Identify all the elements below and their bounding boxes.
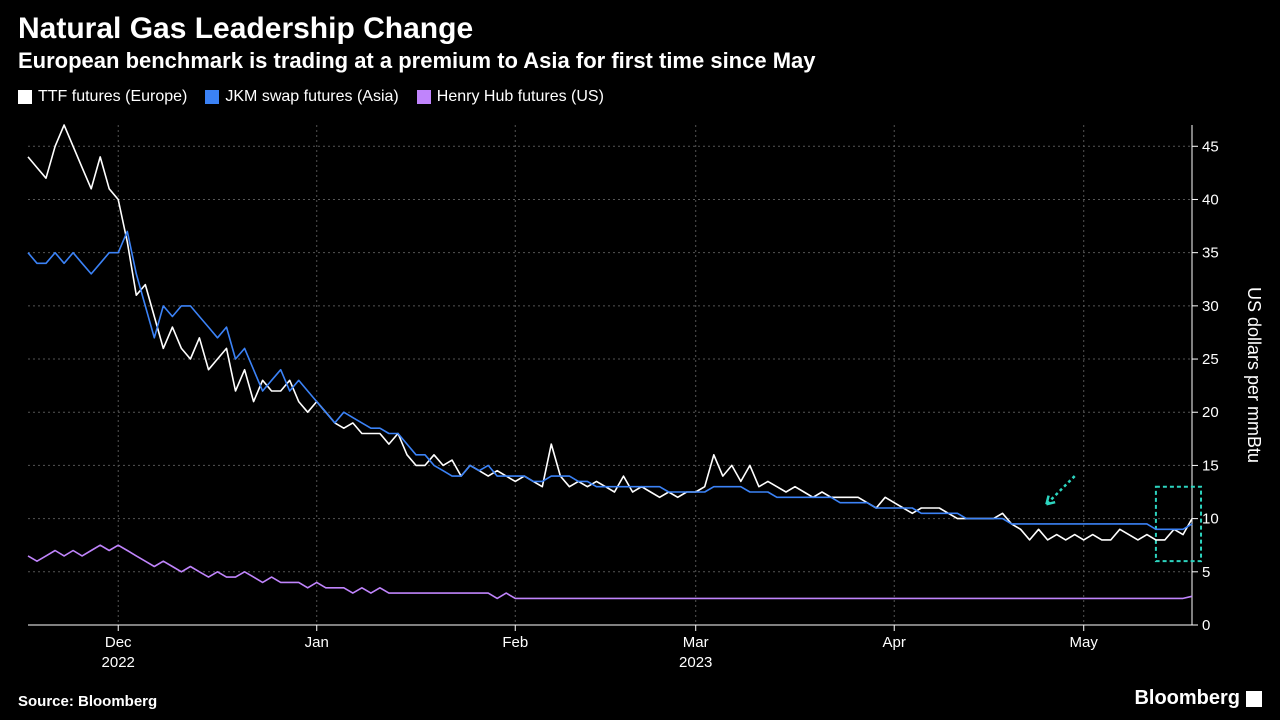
chart-title: Natural Gas Leadership Change xyxy=(18,12,1262,46)
chart-legend: TTF futures (Europe) JKM swap futures (A… xyxy=(0,78,1280,112)
svg-text:May: May xyxy=(1070,634,1099,651)
svg-text:Mar: Mar xyxy=(683,634,709,651)
chart-subtitle: European benchmark is trading at a premi… xyxy=(18,48,1262,74)
source-attribution: Source: Bloomberg xyxy=(18,693,157,710)
legend-item-ttf: TTF futures (Europe) xyxy=(18,88,187,106)
svg-text:Jan: Jan xyxy=(305,634,329,651)
svg-text:40: 40 xyxy=(1202,191,1219,208)
svg-text:US dollars per mmBtu: US dollars per mmBtu xyxy=(1244,287,1262,463)
brand-logo: Bloomberg xyxy=(1134,687,1262,710)
svg-text:Apr: Apr xyxy=(883,634,906,651)
legend-label: Henry Hub futures (US) xyxy=(437,88,604,106)
legend-label: TTF futures (Europe) xyxy=(38,88,187,106)
svg-text:5: 5 xyxy=(1202,564,1210,581)
legend-swatch-henryhub xyxy=(417,90,431,104)
svg-text:15: 15 xyxy=(1202,457,1219,474)
svg-text:2022: 2022 xyxy=(102,654,135,671)
svg-text:45: 45 xyxy=(1202,138,1219,155)
svg-text:Dec: Dec xyxy=(105,634,132,651)
legend-label: JKM swap futures (Asia) xyxy=(225,88,398,106)
svg-text:0: 0 xyxy=(1202,617,1210,634)
svg-text:35: 35 xyxy=(1202,245,1219,262)
svg-text:10: 10 xyxy=(1202,511,1219,528)
legend-item-jkm: JKM swap futures (Asia) xyxy=(205,88,398,106)
svg-text:30: 30 xyxy=(1202,298,1219,315)
svg-text:2023: 2023 xyxy=(679,654,712,671)
svg-text:Feb: Feb xyxy=(502,634,528,651)
svg-text:25: 25 xyxy=(1202,351,1219,368)
svg-text:20: 20 xyxy=(1202,404,1219,421)
legend-item-henryhub: Henry Hub futures (US) xyxy=(417,88,604,106)
brand-text: Bloomberg xyxy=(1134,687,1240,710)
legend-swatch-jkm xyxy=(205,90,219,104)
brand-ticker-icon xyxy=(1246,691,1262,707)
legend-swatch-ttf xyxy=(18,90,32,104)
chart-header: Natural Gas Leadership Change European b… xyxy=(0,0,1280,78)
chart-area: 0 5 10 15 20 25 30 35 40 45 Dec 2022 Jan Feb Mar 2023 Ap… xyxy=(18,120,1262,680)
line-chart-svg: 0 5 10 15 20 25 30 35 40 45 Dec 2022 Jan Feb Mar 2023 Ap… xyxy=(18,120,1262,680)
